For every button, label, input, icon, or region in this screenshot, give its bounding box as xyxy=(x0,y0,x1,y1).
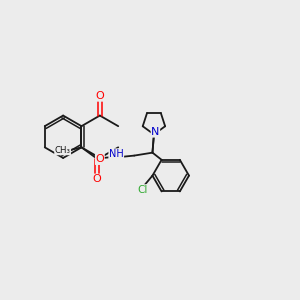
Text: NH: NH xyxy=(109,149,124,159)
Text: O: O xyxy=(92,174,101,184)
Text: O: O xyxy=(95,91,104,101)
Text: CH₃: CH₃ xyxy=(55,146,71,155)
Text: Cl: Cl xyxy=(138,185,148,195)
Text: N: N xyxy=(151,127,160,137)
Text: O: O xyxy=(95,154,104,164)
